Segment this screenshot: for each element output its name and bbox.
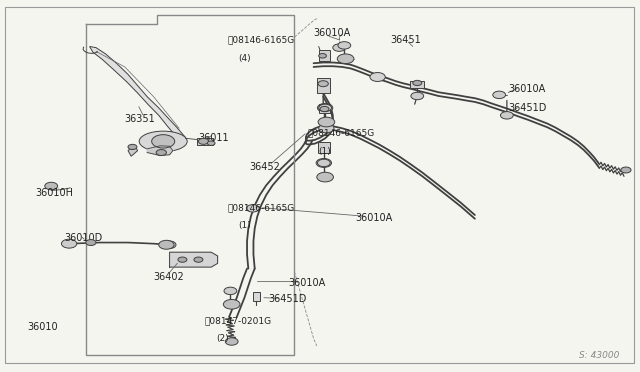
Text: (1): (1) — [319, 147, 332, 155]
Circle shape — [337, 54, 354, 64]
Text: 36010D: 36010D — [64, 233, 102, 243]
Text: 36451: 36451 — [390, 35, 421, 45]
Circle shape — [224, 287, 237, 295]
Circle shape — [411, 92, 424, 100]
Circle shape — [500, 112, 513, 119]
Text: (2): (2) — [216, 334, 229, 343]
Circle shape — [225, 338, 238, 345]
Text: 36452: 36452 — [250, 163, 280, 172]
Text: Ⓑ08146-6165G: Ⓑ08146-6165G — [227, 36, 294, 45]
Bar — [319, 50, 330, 61]
Circle shape — [493, 91, 506, 99]
Text: S: 43000: S: 43000 — [579, 351, 620, 360]
Bar — [318, 142, 330, 153]
Circle shape — [338, 42, 351, 49]
Text: Ⓑ08146-6165G: Ⓑ08146-6165G — [227, 203, 294, 212]
Text: Ⓑ08147-0201G: Ⓑ08147-0201G — [205, 317, 272, 326]
Circle shape — [316, 158, 332, 167]
Ellipse shape — [140, 131, 187, 152]
Text: 36010: 36010 — [27, 323, 58, 332]
Circle shape — [156, 150, 166, 155]
Polygon shape — [90, 46, 186, 144]
Circle shape — [317, 159, 330, 167]
Text: 36402: 36402 — [154, 272, 184, 282]
Circle shape — [61, 239, 77, 248]
Text: 36451D: 36451D — [509, 103, 547, 113]
Bar — [253, 292, 260, 301]
Circle shape — [194, 257, 203, 262]
Polygon shape — [128, 145, 138, 156]
Circle shape — [319, 54, 326, 58]
Circle shape — [163, 241, 176, 248]
Circle shape — [223, 299, 240, 309]
Bar — [197, 138, 213, 145]
Circle shape — [318, 117, 335, 127]
Circle shape — [159, 240, 174, 249]
Text: (1): (1) — [239, 221, 252, 230]
Circle shape — [320, 106, 329, 112]
Circle shape — [319, 124, 334, 133]
Circle shape — [45, 182, 58, 190]
Circle shape — [178, 257, 187, 262]
Text: 36010A: 36010A — [314, 29, 351, 38]
Text: 36010H: 36010H — [35, 189, 73, 198]
Circle shape — [621, 167, 631, 173]
Text: 36010A: 36010A — [509, 84, 546, 94]
Circle shape — [318, 81, 328, 87]
Polygon shape — [147, 146, 173, 155]
Circle shape — [317, 103, 333, 112]
Text: 36011: 36011 — [198, 133, 229, 142]
Circle shape — [319, 104, 332, 112]
Text: Ⓑ08146-6165G: Ⓑ08146-6165G — [307, 129, 374, 138]
Bar — [319, 104, 330, 113]
Bar — [317, 78, 330, 93]
Circle shape — [370, 73, 385, 81]
Circle shape — [198, 138, 209, 144]
Polygon shape — [170, 252, 218, 267]
Circle shape — [246, 205, 259, 212]
Text: (4): (4) — [239, 54, 252, 62]
Bar — [410, 81, 424, 88]
Circle shape — [207, 141, 215, 145]
Circle shape — [152, 135, 175, 148]
Circle shape — [333, 44, 346, 51]
Circle shape — [128, 144, 137, 150]
Circle shape — [86, 240, 96, 246]
Text: 36451D: 36451D — [269, 295, 307, 304]
Circle shape — [317, 172, 333, 182]
Text: 36010A: 36010A — [288, 278, 325, 288]
Text: 36351: 36351 — [125, 114, 156, 124]
Circle shape — [413, 80, 422, 86]
Text: 36010A: 36010A — [355, 213, 392, 222]
